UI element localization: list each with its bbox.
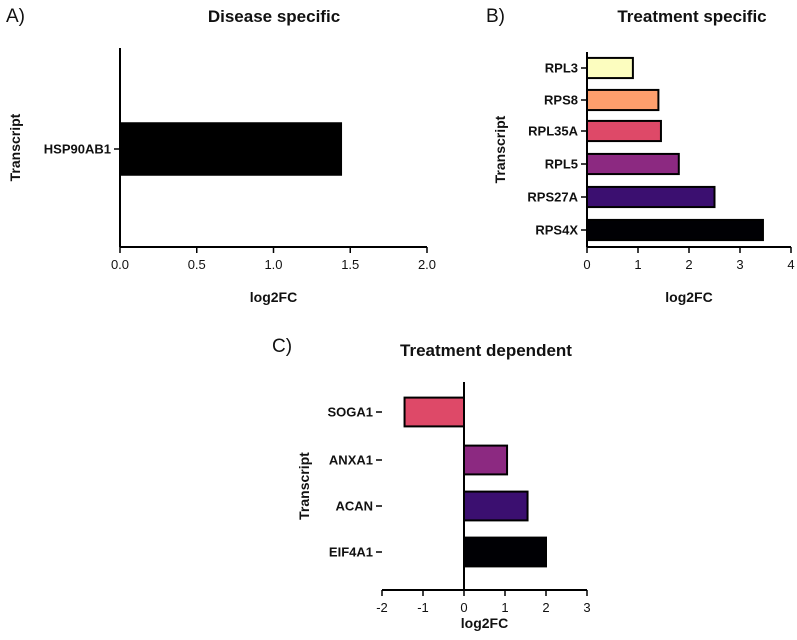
x-tick-label: 0.0 bbox=[111, 257, 129, 272]
category-label: ANXA1 bbox=[329, 453, 373, 468]
category-label: RPL3 bbox=[545, 61, 578, 76]
bar-rpl35a bbox=[586, 119, 662, 143]
y-axis-label: Transcript bbox=[492, 115, 508, 183]
chart-title: Treatment specific bbox=[617, 7, 766, 26]
x-tick-label: 3 bbox=[583, 600, 590, 615]
chart-panel-3: C) Treatment dependent SOGA1 ANXA1 ACAN EIF4A… bbox=[272, 336, 591, 631]
x-tick-label: 3 bbox=[736, 257, 743, 272]
x-tick-label: -1 bbox=[417, 600, 429, 615]
bar-rpl5 bbox=[586, 152, 680, 176]
bar-eif4a1 bbox=[463, 536, 547, 568]
x-tick-label: 0 bbox=[460, 600, 467, 615]
panel-letter: B) bbox=[486, 6, 505, 27]
x-tick-label: 1 bbox=[501, 600, 508, 615]
category-label: RPL35A bbox=[528, 124, 578, 139]
category-label: RPS8 bbox=[544, 93, 578, 108]
category-label: RPS4X bbox=[535, 223, 578, 238]
y-axis-label: Transcript bbox=[296, 452, 312, 520]
chart-title: Disease specific bbox=[208, 7, 340, 26]
category-label: SOGA1 bbox=[327, 405, 373, 420]
x-tick-label: 2.0 bbox=[418, 257, 436, 272]
chart-panel-1: A) Disease specific HSP90AB1 0.0 0.5 1.0 1.5 2.… bbox=[6, 6, 436, 305]
bar-soga1 bbox=[403, 396, 465, 428]
x-tick-label: 4 bbox=[787, 257, 794, 272]
y-axis-label: Transcript bbox=[7, 113, 23, 181]
bar-hsp90ab1 bbox=[119, 122, 343, 176]
bar-rpl3 bbox=[586, 56, 634, 80]
category-label: HSP90AB1 bbox=[44, 142, 111, 157]
x-tick-label: 1 bbox=[634, 257, 641, 272]
x-axis-label: log2FC bbox=[665, 289, 712, 305]
category-label: ACAN bbox=[335, 499, 373, 514]
bar-anxa1 bbox=[463, 444, 509, 476]
category-label: RPS27A bbox=[527, 190, 578, 205]
x-tick-label: 0.5 bbox=[188, 257, 206, 272]
x-tick-label: 1.5 bbox=[341, 257, 359, 272]
bar-acan bbox=[463, 490, 529, 522]
category-label: RPL5 bbox=[545, 157, 578, 172]
bar-rps8 bbox=[586, 88, 660, 112]
panel-letter: C) bbox=[272, 336, 292, 357]
x-axis-label: log2FC bbox=[250, 289, 297, 305]
x-tick-label: -2 bbox=[376, 600, 388, 615]
panel-letter: A) bbox=[6, 6, 25, 27]
category-label: EIF4A1 bbox=[329, 545, 373, 560]
bar-rps4x bbox=[586, 218, 764, 242]
x-tick-label: 0 bbox=[583, 257, 590, 272]
chart-panel-2: B) Treatment specific RPL3 RPS8 RPL35A RPL5 RP… bbox=[486, 6, 795, 305]
chart-title: Treatment dependent bbox=[400, 341, 572, 360]
x-tick-label: 2 bbox=[542, 600, 549, 615]
x-tick-label: 1.0 bbox=[264, 257, 282, 272]
x-tick-label: 2 bbox=[685, 257, 692, 272]
x-axis-label: log2FC bbox=[461, 615, 508, 631]
bar-rps27a bbox=[586, 185, 716, 209]
